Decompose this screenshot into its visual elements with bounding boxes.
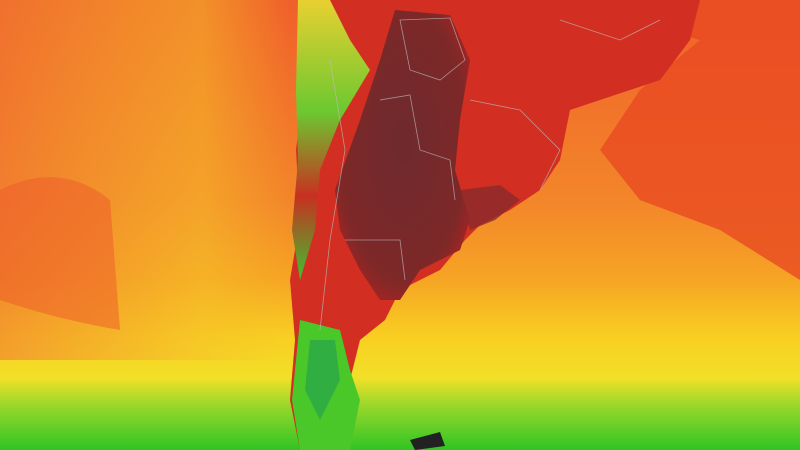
andes: [292, 0, 370, 280]
borders: [319, 17, 661, 331]
border: [345, 239, 406, 281]
border: [469, 99, 561, 191]
border: [379, 94, 456, 201]
hot-core: [335, 10, 470, 300]
border: [399, 17, 466, 81]
pacific-warm: [0, 177, 120, 330]
patagonia-ice: [305, 340, 340, 420]
border: [559, 19, 661, 41]
atlantic-warm: [560, 0, 800, 280]
border: [319, 59, 346, 331]
falklands: [410, 432, 445, 450]
uruguay: [460, 185, 520, 230]
